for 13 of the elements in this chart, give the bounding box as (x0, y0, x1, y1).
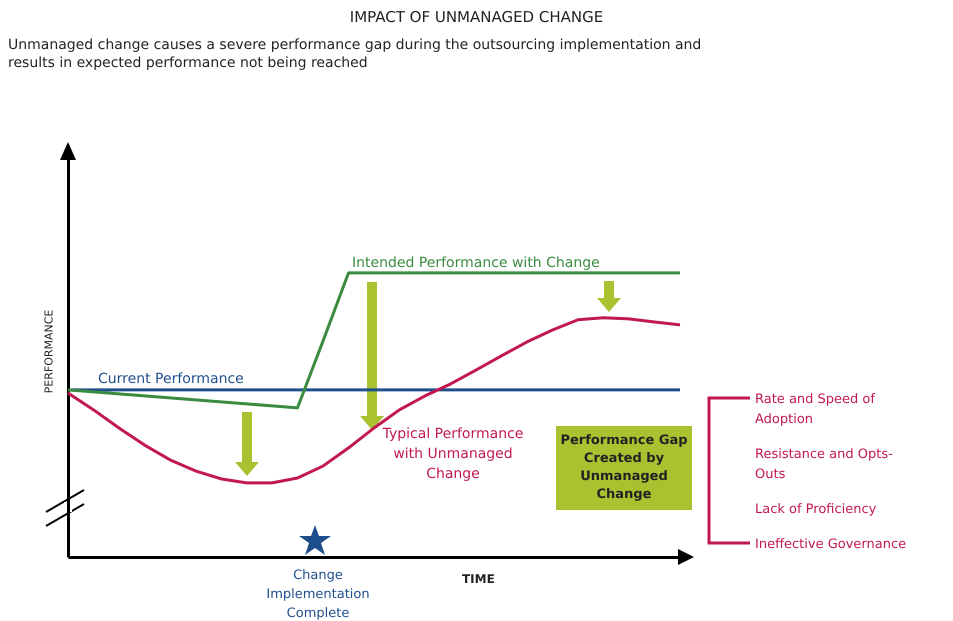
text: Resistance and Opts-Outs (755, 446, 894, 484)
text: Rate and Speed of Adoption (755, 391, 876, 429)
series-label: Typical Performance with Unmanaged Change (382, 425, 524, 484)
text: Ineffective Governance (755, 536, 908, 554)
y-axis-title: PERFORMANCE (42, 310, 56, 394)
text: Change Implementation Complete (265, 567, 371, 621)
x-axis-title: TIME (462, 572, 495, 586)
text: Lack of Proficiency (755, 501, 878, 519)
chart-subtitle: Unmanaged change causes a severe performance gap during the outsourcing implementation and results in expected performance not being reached (8, 36, 702, 72)
chart-title: IMPACT OF UNMANAGED CHANGE (348, 8, 604, 26)
series-label: Intended Performance with Change (352, 254, 600, 273)
series-label: Current Performance (98, 370, 244, 389)
annotation: Performance Gap Created by Unmanaged Change (556, 426, 692, 510)
